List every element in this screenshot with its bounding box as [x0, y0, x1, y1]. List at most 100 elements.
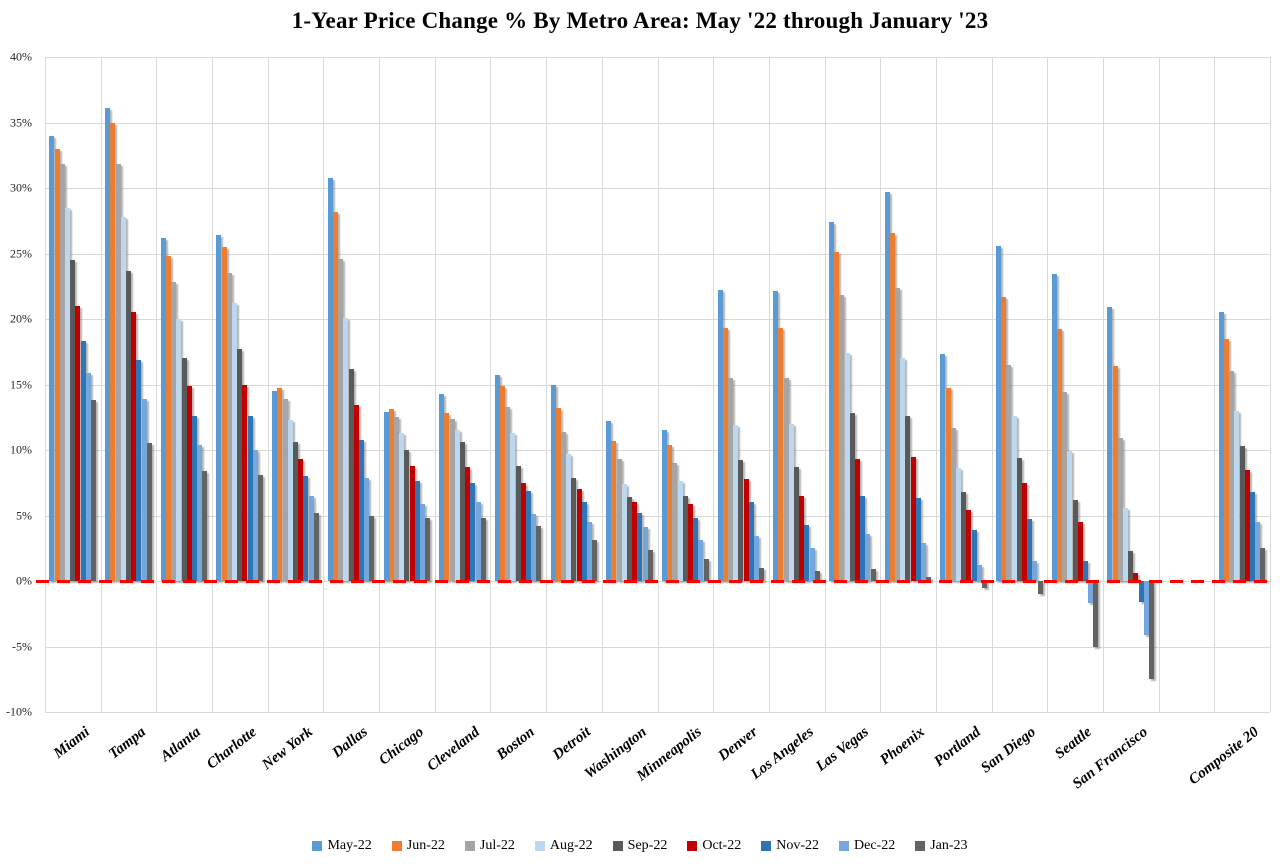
bar-Jan-23-portland — [981, 581, 987, 588]
x-axis-label-dallas: Dallas — [329, 724, 372, 762]
legend-swatch-icon — [761, 841, 772, 851]
bar-Aug-22-washington — [621, 484, 627, 581]
bar-Jun-22-dallas — [333, 211, 339, 581]
x-gridline — [434, 57, 436, 712]
bar-Aug-22-new-york — [287, 419, 293, 581]
legend-swatch-icon — [839, 841, 850, 851]
bar-Nov-22-dallas — [359, 439, 365, 581]
x-axis-label-cleveland: Cleveland — [424, 724, 483, 775]
bar-Nov-22-minneapolis — [693, 518, 699, 581]
bar-Sep-22-miami — [70, 260, 76, 581]
bar-Dec-22-chicago — [419, 503, 425, 581]
bar-Jul-22-charlotte — [226, 273, 232, 581]
zero-reference-line — [36, 580, 1270, 583]
bar-group-tampa — [105, 57, 152, 712]
bar-May-22-cleveland — [439, 393, 445, 581]
bar-Dec-22-san-diego — [1032, 561, 1038, 581]
legend-item-jul-22: Jul-22 — [464, 838, 515, 854]
bar-Jun-22-portland — [945, 388, 951, 581]
bar-May-22-minneapolis — [661, 430, 667, 581]
x-gridline — [1270, 57, 1271, 712]
x-gridline — [1047, 57, 1049, 712]
bar-Jul-22-san-francisco — [1117, 438, 1123, 581]
bar-group-detroit — [550, 57, 598, 712]
bar-Jul-22-denver — [728, 377, 733, 581]
bar-Oct-22-seattle — [1077, 522, 1083, 581]
x-axis-label-charlotte: Charlotte — [203, 724, 260, 773]
bar-Jan-23-dallas — [369, 515, 375, 581]
bar-Jul-22-dallas — [338, 258, 344, 581]
legend-label: Aug-22 — [549, 838, 593, 853]
bar-Jul-22-phoenix — [895, 287, 901, 581]
x-gridline — [1158, 57, 1160, 712]
bar-Jul-22-cleveland — [449, 418, 455, 581]
bar-Dec-22-portland — [976, 565, 982, 581]
bar-Dec-22-miami — [85, 372, 91, 581]
bar-Aug-22-atlanta — [176, 319, 182, 581]
bar-May-22-boston — [494, 375, 500, 581]
bar-Jan-23-seattle — [1093, 581, 1099, 647]
bar-group-los-angeles — [773, 57, 820, 712]
bar-group-portland — [940, 57, 987, 712]
bar-May-22-phoenix — [884, 191, 890, 581]
chart-title: 1-Year Price Change % By Metro Area: May… — [291, 8, 989, 33]
bar-Jun-22-phoenix — [889, 232, 895, 581]
legend-item-oct-22: Oct-22 — [687, 838, 741, 854]
bar-May-22-washington — [606, 421, 612, 581]
y-axis-tick-label: 40% — [10, 49, 32, 64]
bar-Jul-22-las-vegas — [839, 295, 845, 581]
bar-Sep-22-seattle — [1072, 499, 1078, 581]
bar-Jan-23-tampa — [146, 443, 152, 581]
legend-label: Jul-22 — [479, 838, 515, 853]
bar-Jan-23-chicago — [425, 518, 431, 581]
bar-group-chicago — [383, 57, 431, 712]
bar-Sep-22-charlotte — [237, 349, 243, 581]
bar-Oct-22-boston — [520, 482, 526, 581]
bar-group-washington — [606, 57, 653, 712]
bar-Jul-22-composite-20 — [1229, 371, 1235, 581]
bar-Sep-22-chicago — [404, 450, 410, 581]
bar-Sep-22-san-diego — [1016, 457, 1022, 581]
bar-Aug-22-detroit — [566, 453, 572, 581]
x-axis-label-denver: Denver — [715, 724, 761, 765]
y-axis-tick-label: 20% — [10, 311, 32, 326]
x-axis-label-boston: Boston — [494, 724, 539, 764]
bar-Aug-22-san-diego — [1011, 415, 1017, 581]
bar-Jul-22-seattle — [1062, 392, 1068, 581]
bar-Sep-22-las-vegas — [849, 413, 855, 581]
bar-Aug-22-san-francisco — [1122, 507, 1128, 581]
bar-Jun-22-detroit — [555, 408, 561, 581]
bar-May-22-dallas — [327, 177, 333, 581]
bar-Nov-22-detroit — [581, 502, 587, 581]
bar-Aug-22-tampa — [120, 216, 126, 581]
x-axis-label-phoenix: Phoenix — [877, 724, 928, 769]
bar-Jun-22-los-angeles — [778, 328, 784, 581]
bar-May-22-san-diego — [996, 245, 1002, 581]
bar-Aug-22-seattle — [1067, 451, 1073, 581]
x-axis-label-seattle: Seattle — [1052, 724, 1095, 763]
bar-Oct-22-washington — [632, 502, 638, 581]
legend-label: May-22 — [327, 838, 372, 853]
bar-Aug-22-los-angeles — [788, 423, 794, 581]
bar-Jun-22-composite-20 — [1223, 338, 1229, 581]
bar-May-22-seattle — [1051, 274, 1057, 581]
bar-Dec-22-phoenix — [921, 543, 927, 581]
bar-Jun-22-chicago — [388, 409, 394, 581]
bar-Jan-23-composite-20 — [1260, 548, 1266, 581]
bar-Jul-22-detroit — [560, 431, 566, 581]
bar-group-dallas — [327, 57, 375, 712]
bar-Jul-22-los-angeles — [783, 377, 789, 581]
bar-Jul-22-miami — [59, 164, 65, 581]
legend-item-jun-22: Jun-22 — [391, 838, 445, 854]
x-gridline — [657, 57, 659, 712]
bar-group-charlotte — [216, 57, 264, 712]
bar-Oct-22-atlanta — [186, 385, 192, 581]
x-axis-label-chicago: Chicago — [376, 724, 427, 769]
bar-Jan-23-boston — [536, 525, 542, 581]
bar-Dec-22-seattle — [1088, 581, 1094, 604]
bar-Jun-22-charlotte — [221, 246, 227, 581]
y-axis-tick-label: 5% — [16, 508, 32, 522]
bar-Dec-22-tampa — [141, 398, 147, 581]
x-axis-label-portland: Portland — [931, 724, 984, 770]
bar-Nov-22-composite-20 — [1249, 491, 1255, 581]
